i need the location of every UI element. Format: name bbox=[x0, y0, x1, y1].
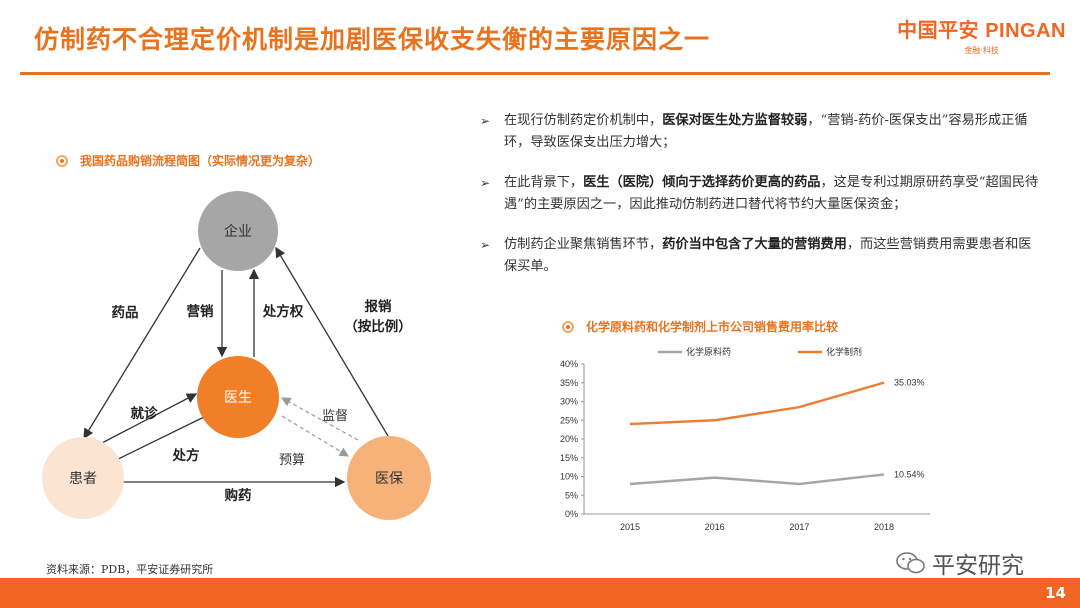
label-reimburse: 报销 bbox=[365, 298, 392, 315]
point-1: ➢ 在现行仿制药定价机制中，医保对医生处方监督较弱，“营销-药价-医保支出”容易… bbox=[480, 110, 1040, 154]
node-doctor bbox=[197, 356, 279, 438]
x-tick-label: 2016 bbox=[705, 522, 725, 532]
series-line bbox=[629, 473, 885, 486]
point-3-text: 仿制药企业聚焦销售环节，药价当中包含了大量的营销费用，而这些营销费用需要患者和医… bbox=[504, 237, 1032, 274]
x-tick-label: 2018 bbox=[874, 522, 894, 532]
label-reimburse-ratio: （按比例） bbox=[344, 318, 412, 335]
wechat-icon bbox=[896, 552, 925, 574]
edge-budget bbox=[281, 415, 350, 457]
y-tick-label: 40% bbox=[560, 359, 578, 369]
logo-tagline: 金融·科技 bbox=[964, 46, 999, 55]
label-purchase: 购药 bbox=[225, 487, 252, 504]
y-tick-label: 25% bbox=[560, 415, 578, 425]
label-visit: 就诊 bbox=[131, 405, 158, 422]
edge-drugs bbox=[83, 247, 201, 440]
point-2: ➢ 在此背景下，医生（医院）倾向于选择药价更高的药品，这是专利过期原研药享受“超… bbox=[480, 172, 1040, 216]
source-note: 资料来源：PDB，平安证券研究所 bbox=[46, 563, 214, 576]
node-enterprise-label: 企业 bbox=[224, 223, 252, 240]
y-tick-label: 0% bbox=[565, 509, 578, 519]
point-2-text: 在此背景下，医生（医院）倾向于选择药价更高的药品，这是专利过期原研药享受“超国民… bbox=[504, 175, 1039, 212]
watermark-text: 平安研究 bbox=[932, 553, 1024, 579]
page-number: 14 bbox=[1045, 584, 1066, 602]
legend-label: 化学制剂 bbox=[826, 346, 862, 358]
chart-title: 化学原料药和化学制剂上市公司销售费用率比较 bbox=[586, 320, 839, 334]
y-tick-label: 5% bbox=[565, 490, 578, 500]
wechat-watermark: 平安研究 bbox=[896, 546, 1024, 580]
node-patient bbox=[42, 437, 124, 519]
label-budget: 预算 bbox=[279, 453, 305, 468]
diagram-heading: 我国药品购销流程简图（实际情况更为复杂） bbox=[56, 152, 320, 169]
point-1-text: 在现行仿制药定价机制中，医保对医生处方监督较弱，“营销-药价-医保支出”容易形成… bbox=[504, 113, 1028, 150]
y-tick-label: 35% bbox=[560, 378, 578, 388]
node-doctor-label: 医生 bbox=[224, 390, 252, 406]
company-logo: 中国平安 PINGAN 金融·科技 bbox=[897, 14, 1066, 56]
series-line bbox=[629, 381, 885, 426]
key-points: ➢ 在现行仿制药定价机制中，医保对医生处方监督较弱，“营销-药价-医保支出”容易… bbox=[480, 110, 1040, 296]
x-tick-label: 2015 bbox=[620, 522, 640, 532]
diagram-title: 我国药品购销流程简图（实际情况更为复杂） bbox=[80, 154, 321, 168]
y-tick-label: 20% bbox=[560, 434, 578, 444]
node-insurance bbox=[347, 436, 431, 520]
end-value-label: 35.03% bbox=[894, 378, 925, 388]
chart-heading: 化学原料药和化学制剂上市公司销售费用率比较 bbox=[562, 318, 838, 335]
label-prescription: 处方 bbox=[172, 447, 200, 464]
end-value-label: 10.54% bbox=[894, 469, 925, 479]
point-3: ➢ 仿制药企业聚焦销售环节，药价当中包含了大量的营销费用，而这些营销费用需要患者… bbox=[480, 234, 1040, 278]
title-divider bbox=[20, 72, 1050, 75]
arrow-bullet-icon: ➢ bbox=[480, 238, 491, 252]
label-marketing: 营销 bbox=[187, 303, 214, 320]
page-title: 仿制药不合理定价机制是加剧医保收支失衡的主要原因之一 bbox=[34, 25, 711, 54]
section-bullet-icon bbox=[562, 320, 574, 333]
x-tick-label: 2017 bbox=[789, 522, 809, 532]
label-prescription-right: 处方权 bbox=[262, 303, 304, 320]
label-supervision: 监督 bbox=[322, 409, 348, 424]
edge-prescription bbox=[106, 415, 207, 465]
legend-label: 化学原料药 bbox=[686, 346, 731, 358]
logo-text: 中国平安 PINGAN bbox=[897, 20, 1066, 42]
edge-reimburse bbox=[275, 246, 389, 437]
footer-bar bbox=[0, 578, 1080, 608]
section-bullet-icon bbox=[56, 154, 68, 167]
node-enterprise bbox=[198, 191, 278, 271]
arrow-bullet-icon: ➢ bbox=[480, 176, 491, 190]
y-tick-label: 30% bbox=[560, 397, 578, 407]
y-tick-label: 10% bbox=[560, 472, 578, 482]
edge-supervision bbox=[280, 397, 359, 441]
sales-expense-chart: 0% 5% 10% 15% 20% 25% 30% 35% 40% 2015 2016 2017 201… bbox=[560, 346, 930, 532]
flow-diagram: 企业 医生 患者 医保 药品 营销 处方权 报销 （按比例） 就诊 处方 购药 … bbox=[42, 191, 431, 520]
label-drugs: 药品 bbox=[112, 304, 139, 321]
y-tick-label: 15% bbox=[560, 453, 578, 463]
node-insurance-label: 医保 bbox=[375, 471, 403, 487]
arrow-bullet-icon: ➢ bbox=[480, 114, 491, 128]
edge-visit bbox=[99, 393, 198, 445]
node-patient-label: 患者 bbox=[69, 471, 97, 487]
